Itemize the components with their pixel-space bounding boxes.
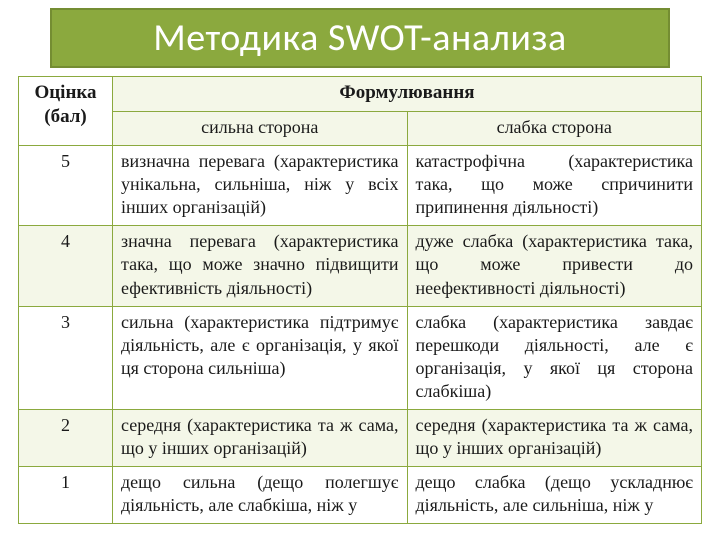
cell-score: 3	[19, 306, 113, 409]
cell-strong: середня (характеристика та ж сама, що у …	[113, 409, 408, 466]
table-row: 3 сильна (характеристика підтримує діяль…	[19, 306, 702, 409]
swot-table-container: Оцінка (бал) Формулювання сильна сторона…	[18, 76, 702, 536]
cell-score: 2	[19, 409, 113, 466]
cell-weak: дещо слабка (дещо ускладнює діяльність, …	[407, 466, 702, 523]
subheader-weak: слабка сторона	[407, 112, 702, 146]
table-row: 2 середня (характеристика та ж сама, що …	[19, 409, 702, 466]
table-row: 1 дещо сильна (дещо полегшує діяльність,…	[19, 466, 702, 523]
cell-strong: дещо сильна (дещо полегшує діяльність, а…	[113, 466, 408, 523]
cell-score: 1	[19, 466, 113, 523]
table-header-row: Оцінка (бал) Формулювання	[19, 77, 702, 112]
cell-score: 4	[19, 226, 113, 306]
swot-table: Оцінка (бал) Формулювання сильна сторона…	[18, 76, 702, 524]
cell-weak: слабка (характеристика завдає перешкоди …	[407, 306, 702, 409]
title-box: Методика SWOT-анализа	[50, 8, 670, 68]
table-row: 4 значна перевага (характеристика така, …	[19, 226, 702, 306]
subheader-strong: сильна сторона	[113, 112, 408, 146]
cell-strong: сильна (характеристика підтримує діяльні…	[113, 306, 408, 409]
slide: Методика SWOT-анализа Оцінка (бал) Форму…	[0, 0, 720, 540]
cell-score: 5	[19, 146, 113, 226]
cell-weak: дуже слабка (характеристика така, що мож…	[407, 226, 702, 306]
table-row: 5 визначна перевага (характеристика унік…	[19, 146, 702, 226]
slide-title: Методика SWOT-анализа	[153, 15, 566, 61]
header-score: Оцінка (бал)	[19, 77, 113, 146]
cell-weak: катастрофічна (характеристика така, що м…	[407, 146, 702, 226]
cell-weak: середня (характеристика та ж сама, що у …	[407, 409, 702, 466]
cell-strong: значна перевага (характеристика така, що…	[113, 226, 408, 306]
cell-strong: визначна перевага (характеристика унікал…	[113, 146, 408, 226]
table-subheader-row: сильна сторона слабка сторона	[19, 112, 702, 146]
header-formulation: Формулювання	[113, 77, 702, 112]
